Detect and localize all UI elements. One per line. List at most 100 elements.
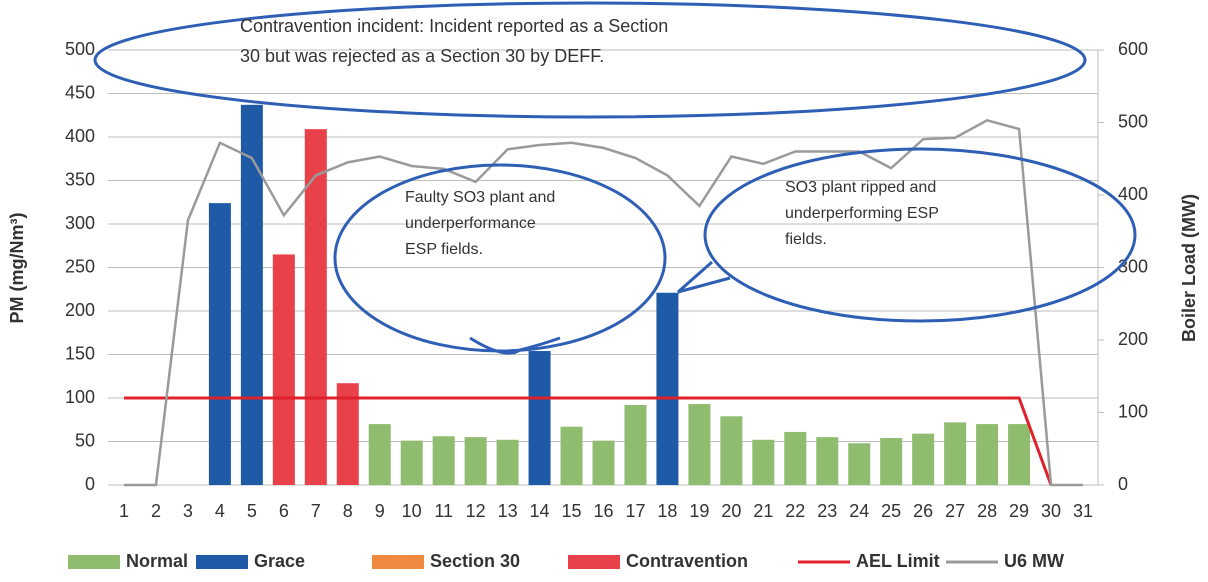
x-tick-label: 11 [434,501,453,521]
legend-label: Normal [126,551,188,571]
callout-tail [677,260,731,294]
bar [432,436,455,485]
annotation-text: Faulty SO3 plant and [405,189,555,206]
x-tick-label: 6 [279,501,289,521]
y2-tick-label: 500 [1118,111,1148,131]
bar [784,431,807,485]
line-series [124,396,1053,486]
x-tick-label: 31 [1073,501,1093,521]
bar [304,129,327,486]
line-series [124,118,1083,487]
legend-swatch [196,555,248,569]
y-tick-label: 0 [85,474,95,494]
y2-axis-label: Boiler Load (MW) [1179,194,1199,342]
annotation-text: underperforming ESP [785,205,939,222]
plot-area: 0 50 100 150 200 250 300 350 400 450 500 0 100 200 300… [65,39,1148,521]
annotations: Contravention incident: Incident reporte… [93,1,1137,355]
callout-ellipse [93,1,1087,119]
annotation-text: SO3 plant ripped and [785,179,936,196]
y2-tick-label: 600 [1118,39,1148,59]
annotation-text: underperformance [405,215,536,232]
bar [464,437,487,485]
bar [976,424,999,485]
x-tick-label: 29 [1009,501,1029,521]
x-tick-label: 5 [247,501,257,521]
y-tick-label: 350 [65,169,95,189]
x-tick-label: 20 [721,501,741,521]
x-tick-label: 8 [343,501,353,521]
x-tick-label: 22 [785,501,805,521]
x-tick-label: 9 [375,501,385,521]
bar [816,437,839,485]
bar [656,292,679,485]
bar [624,404,647,485]
x-tick-label: 16 [593,501,613,521]
x-tick-label: 24 [849,501,869,521]
bar [336,383,359,485]
y-axis-label: PM (mg/Nm³) [7,213,27,324]
legend-label: Section 30 [430,551,520,571]
bar [880,438,903,485]
x-tick-label: 28 [977,501,997,521]
callout-ellipse [703,147,1137,323]
y-tick-label: 450 [65,82,95,102]
y-tick-label: 400 [65,126,95,146]
x-tick-label: 12 [466,501,486,521]
x-tick-label: 26 [913,501,933,521]
bar [592,440,615,485]
legend-swatch [568,555,620,569]
x-tick-label: 10 [402,501,422,521]
x-tick-label: 15 [562,501,582,521]
y2-tick-label: 0 [1118,474,1128,494]
x-tick-label: 7 [311,501,321,521]
x-tick-label: 30 [1041,501,1061,521]
y2-tick-label: 300 [1118,256,1148,276]
x-tick-label: 19 [689,501,709,521]
y-tick-label: 150 [65,343,95,363]
y2-tick-label: 400 [1118,184,1148,204]
bar [752,439,775,485]
x-tick-label: 17 [625,501,645,521]
annotation-text: Contravention incident: Incident reporte… [240,16,668,36]
y-tick-label: 50 [75,430,95,450]
legend-swatch [68,555,120,569]
y-tick-label: 200 [65,300,95,320]
bar [368,424,391,485]
bar [912,433,935,485]
legend: Normal Grace Section 30 Contravention AEL Li… [68,551,1064,571]
bar [208,203,231,485]
legend-label: AEL Limit [856,551,940,571]
x-tick-label: 21 [753,501,773,521]
annotation-text: 30 but was rejected as a Section 30 by D… [240,46,604,66]
y-tick-label: 500 [65,39,95,59]
x-tick-label: 1 [119,501,129,521]
bar [528,351,551,485]
bar [272,254,295,485]
x-tick-label: 23 [817,501,837,521]
bar [848,443,871,485]
legend-label: Contravention [626,551,748,571]
annotation-text: fields. [785,231,827,248]
bar [688,404,711,485]
legend-swatch [372,555,424,569]
bar [720,416,743,485]
y-tick-label: 250 [65,256,95,276]
x-tick-label: 3 [183,501,193,521]
y-tick-label: 300 [65,213,95,233]
bar [400,440,423,485]
annotation-text: ESP fields. [405,241,483,258]
y2-tick-label: 100 [1118,401,1148,421]
x-tick-label: 25 [881,501,901,521]
y-tick-label: 100 [65,387,95,407]
x-tick-label: 13 [498,501,518,521]
bar [1008,424,1031,485]
x-tick-label: 14 [530,501,550,521]
callout-ellipse [333,163,667,353]
bar [560,426,583,485]
bar [496,439,519,485]
bar [240,104,263,485]
legend-label: Grace [254,551,305,571]
x-tick-label: 2 [151,501,161,521]
y2-tick-label: 200 [1118,329,1148,349]
